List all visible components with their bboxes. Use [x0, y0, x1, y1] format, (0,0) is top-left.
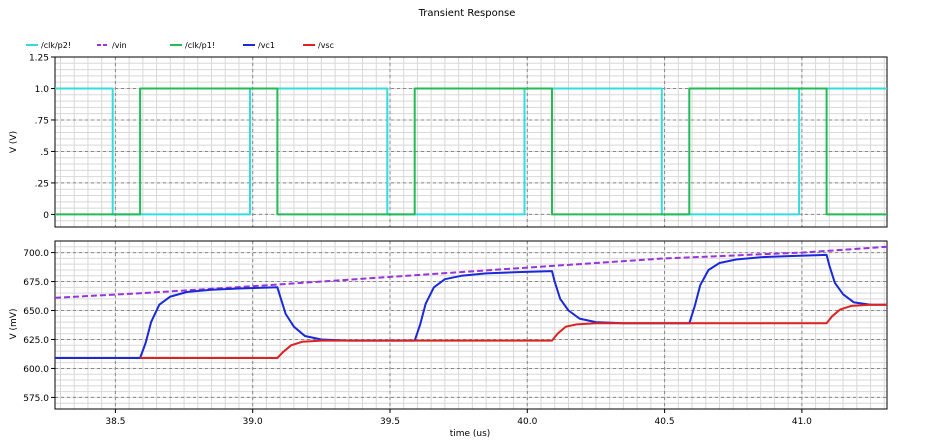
- series-line-vin: [54, 245, 888, 299]
- millivolt-panel: 575.0 600.0 625.0 650.0 675.0 700.0 V (mV) 38.5…: [9, 240, 888, 439]
- x-tick-label: 40.5: [655, 417, 675, 427]
- legend-label: /vsc: [318, 41, 334, 50]
- y-tick-label: .25: [35, 179, 49, 189]
- y-tick-label: 650.0: [23, 307, 49, 317]
- series-line-clk-p1: [55, 87, 887, 216]
- chart-title: Transient Response: [418, 8, 516, 19]
- y-tick-label: 1.25: [29, 54, 49, 64]
- voltage-panel: 0 .25 .5 .75 1.0 1.25 V (V): [9, 54, 888, 228]
- legend-label: /clk/p2!: [41, 41, 71, 50]
- y-tick-label: 600.0: [23, 365, 49, 375]
- y-axis-label: V (mV): [9, 309, 19, 340]
- y-tick-label: 625.0: [23, 336, 49, 346]
- x-tick-label: 39.0: [243, 417, 263, 427]
- plot-frame: [54, 240, 888, 410]
- legend-label: /vc1: [258, 41, 275, 50]
- x-axis-label: time (us): [450, 429, 491, 439]
- legend-label: /clk/p1!: [185, 41, 215, 50]
- plot-background: [55, 241, 887, 409]
- series-line-vc1: [55, 253, 887, 359]
- legend-label: /vin: [112, 41, 127, 50]
- series-line-vsc: [140, 303, 887, 359]
- y-tick-label: .75: [35, 116, 49, 126]
- y-tick-label: 0: [43, 211, 49, 221]
- y-tick-label: 1.0: [35, 85, 50, 95]
- x-tick-label: 41.0: [792, 417, 812, 427]
- y-tick-label: 575.0: [23, 394, 49, 404]
- x-tick-label: 38.5: [105, 417, 125, 427]
- plot-background: [55, 57, 887, 227]
- x-tick-label: 40.0: [517, 417, 537, 427]
- x-tick-label: 39.5: [380, 417, 400, 427]
- legend: /clk/p2! /vin/clk/p1! /vc1/vsc: [26, 41, 334, 50]
- plot-frame: [54, 56, 888, 228]
- y-tick-label: .5: [40, 148, 49, 158]
- y-axis-label: V (V): [9, 131, 19, 153]
- y-tick-label: 700.0: [23, 249, 49, 259]
- y-tick-label: 675.0: [23, 278, 49, 288]
